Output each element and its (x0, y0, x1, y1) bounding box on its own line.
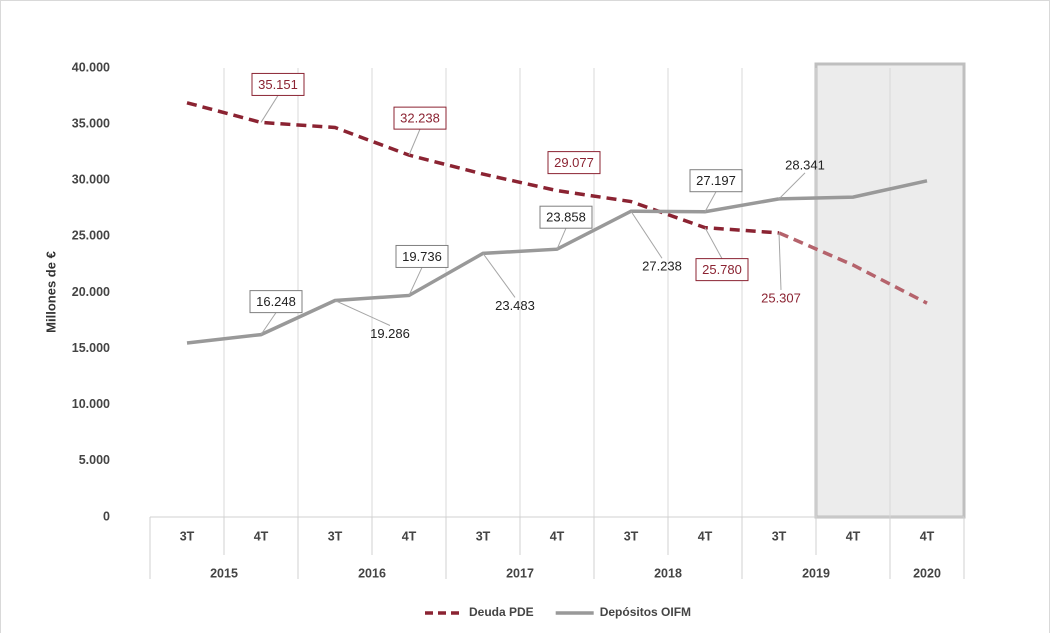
label-leader (408, 267, 423, 296)
label-leader (556, 227, 567, 250)
series-line (186, 197, 780, 345)
legend-label: Deuda PDE (469, 605, 534, 619)
label-box (695, 258, 749, 282)
data-label: 23.858 (546, 210, 586, 225)
x-tick-label: 3T (328, 529, 343, 543)
data-label: 35.151 (258, 77, 298, 92)
x-tick-label: 3T (772, 529, 787, 543)
x-tick-label: 3T (180, 529, 195, 543)
y-tick-label: 10.000 (72, 397, 110, 411)
label-leader (704, 227, 723, 259)
label-box (539, 205, 593, 229)
label-leader (630, 210, 663, 259)
label-box (689, 169, 743, 193)
y-tick-label: 5.000 (79, 453, 110, 467)
data-label: 27.238 (642, 259, 682, 274)
series-line (186, 101, 780, 235)
data-label: 19.736 (402, 249, 442, 264)
label-leader (334, 300, 391, 326)
y-tick-label: 15.000 (72, 341, 110, 355)
data-label: 29.077 (554, 155, 594, 170)
data-label: 16.248 (256, 294, 296, 309)
year-label: 2020 (913, 566, 941, 580)
x-tick-label: 4T (402, 529, 417, 543)
x-tick-label: 3T (624, 529, 639, 543)
x-tick-label: 4T (254, 529, 269, 543)
x-tick-label: 4T (846, 529, 861, 543)
x-tick-label: 4T (698, 529, 713, 543)
label-leader (260, 95, 279, 123)
label-leader (482, 253, 516, 298)
label-leader (778, 172, 806, 200)
data-label: 27.197 (696, 173, 736, 188)
series-line-forecast (778, 179, 928, 201)
label-box (395, 244, 449, 268)
y-axis-label: Millones de € (43, 251, 58, 333)
y-tick-label: 35.000 (72, 116, 110, 130)
label-box (393, 106, 447, 130)
year-label: 2017 (506, 566, 534, 580)
year-label: 2018 (654, 566, 682, 580)
year-label: 2019 (802, 566, 830, 580)
x-tick-label: 4T (550, 529, 565, 543)
data-label: 19.286 (370, 326, 410, 341)
label-leader (778, 232, 782, 290)
label-leader (408, 128, 421, 156)
label-leader (704, 191, 717, 212)
y-tick-label: 20.000 (72, 285, 110, 299)
year-label: 2015 (210, 566, 238, 580)
data-label: 25.307 (761, 290, 801, 305)
x-tick-label: 4T (920, 529, 935, 543)
label-box (251, 72, 305, 96)
series-line-forecast (778, 231, 928, 305)
data-label: 25.780 (702, 262, 742, 277)
y-tick-label: 25.000 (72, 229, 110, 243)
data-label: 23.483 (495, 298, 535, 313)
y-tick-label: 0 (103, 509, 110, 523)
legend-label: Depósitos OIFM (600, 605, 691, 619)
data-label: 32.238 (400, 111, 440, 126)
data-label: 28.341 (785, 157, 825, 172)
year-label: 2016 (358, 566, 386, 580)
y-tick-label: 40.000 (72, 60, 110, 74)
x-tick-label: 3T (476, 529, 491, 543)
label-box (249, 290, 303, 314)
label-box (547, 151, 601, 175)
y-tick-label: 30.000 (72, 173, 110, 187)
label-leader (260, 312, 277, 335)
